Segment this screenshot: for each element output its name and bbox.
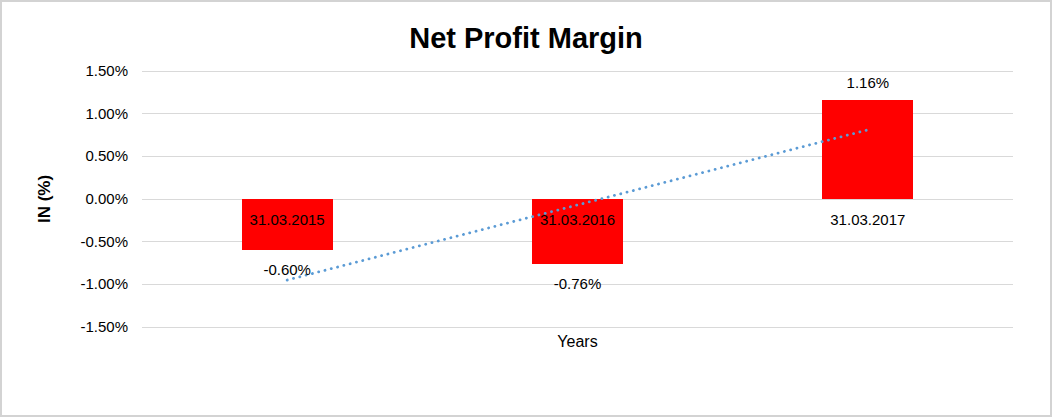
data-label: -0.76% bbox=[512, 275, 643, 292]
y-tick-label: -1.00% bbox=[2, 275, 128, 293]
category-label: 31.03.2016 bbox=[512, 211, 643, 228]
y-tick-label: -1.50% bbox=[2, 318, 128, 336]
chart-title: Net Profit Margin bbox=[2, 22, 1050, 55]
data-label: 1.16% bbox=[802, 74, 933, 91]
y-tick-label: 1.50% bbox=[2, 62, 128, 80]
category-label: 31.03.2015 bbox=[222, 211, 353, 228]
data-label: -0.60% bbox=[222, 261, 353, 278]
chart-container: Net Profit Margin IN (%) Years 1.50%1.00… bbox=[0, 0, 1052, 417]
y-tick-label: 0.00% bbox=[2, 190, 128, 208]
x-axis-title: Years bbox=[142, 333, 1013, 351]
y-tick-label: 1.00% bbox=[2, 105, 128, 123]
category-label: 31.03.2017 bbox=[802, 211, 933, 228]
y-tick-label: -0.50% bbox=[2, 233, 128, 251]
y-tick-label: 0.50% bbox=[2, 147, 128, 165]
plot-area: 31.03.2015 31.03.2016 31.03.2017 -0.60% -0.7… bbox=[142, 71, 1013, 327]
